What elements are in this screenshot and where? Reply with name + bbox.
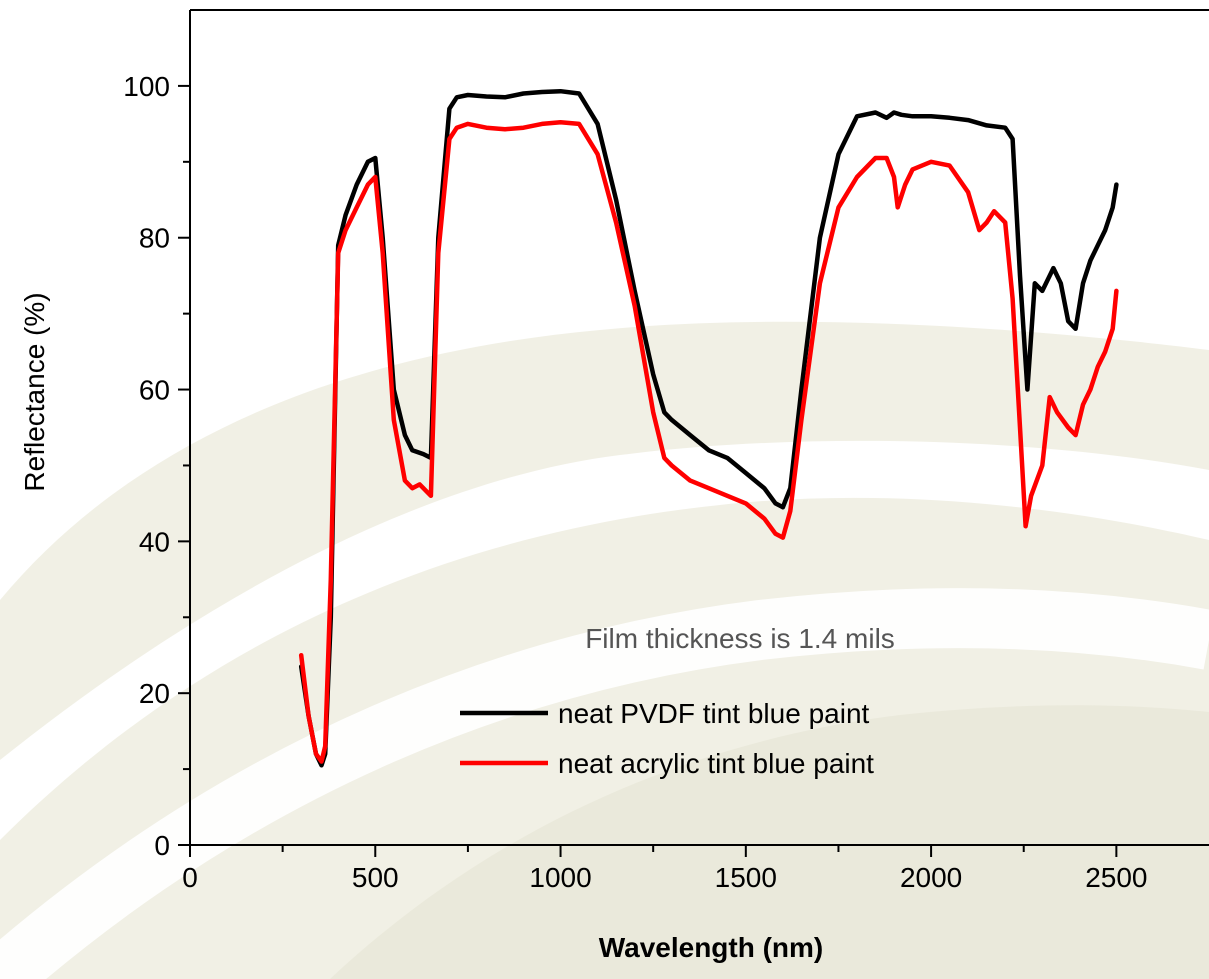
y-tick-label: 40 (139, 526, 170, 557)
series-line-acrylic (298, 120, 1119, 764)
axes (189, 9, 1209, 846)
legend-label: neat PVDF tint blue paint (558, 698, 870, 729)
y-tick-label: 20 (139, 678, 170, 709)
series-lines (298, 88, 1119, 768)
x-tick-label: 500 (352, 862, 399, 893)
y-axis-label: Reflectance (%) (19, 292, 50, 491)
y-tick-label: 80 (139, 223, 170, 254)
y-tick-label: 60 (139, 375, 170, 406)
tick-marks: 0 500 1000 1500 2000 2500 0 20 40 60 80 100 (123, 71, 1147, 893)
background-watermark (0, 321, 1209, 979)
x-axis-label: Wavelength (nm) (599, 932, 824, 963)
legend: neat PVDF tint blue paint neat acrylic ti… (460, 698, 874, 779)
x-tick-label: 1000 (529, 862, 591, 893)
y-tick-label: 100 (123, 71, 170, 102)
legend-label: neat acrylic tint blue paint (558, 748, 874, 779)
annotation-text: Film thickness is 1.4 mils (585, 623, 895, 654)
x-tick-label: 1500 (715, 862, 777, 893)
y-tick-label: 0 (154, 830, 170, 861)
x-tick-label: 0 (182, 862, 198, 893)
x-tick-label: 2000 (900, 862, 962, 893)
x-tick-label: 2500 (1085, 862, 1147, 893)
